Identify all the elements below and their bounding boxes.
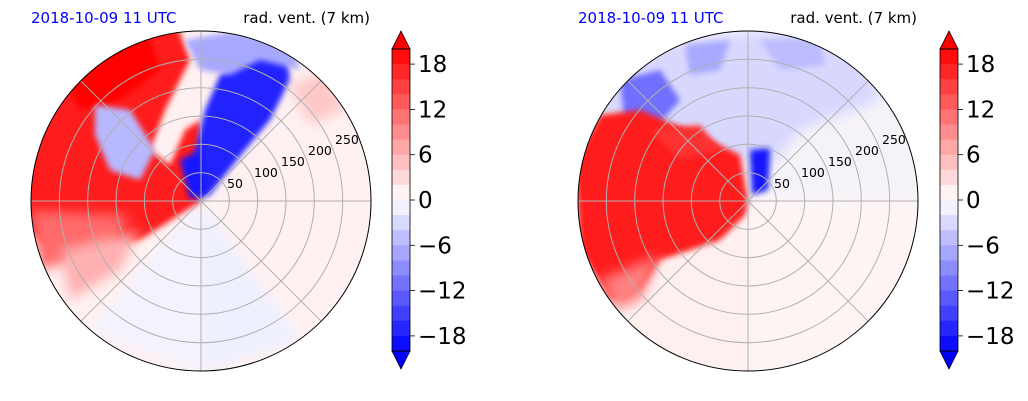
left-panel: 2018-10-09 11 UTC rad. vent. (7 km) [30,9,467,372]
colorbar-band [940,154,958,171]
colorbar-band [940,230,958,246]
radial-label-200: 200 [308,143,332,158]
colorbar-tick-label: −12 [418,279,467,305]
left-title-variable: rad. vent. (7 km) [243,9,370,27]
colorbar-band [940,335,958,352]
colorbar-extend-max [391,30,411,50]
colorbar-band [940,124,958,141]
colorbar-band [940,169,958,186]
radial-label-150: 150 [281,154,305,169]
left-colorbar: 18 12 6 0 −6 −12 −18 [391,30,467,370]
radial-label-200: 200 [855,143,879,158]
colorbar-band [392,260,410,276]
colorbar-band [940,290,958,307]
colorbar-band [392,94,410,110]
colorbar-tick-label: 18 [418,52,447,78]
colorbar-tick-label: 12 [966,97,995,123]
colorbar-tick-label: 12 [418,97,447,123]
left-title-time: 2018-10-09 11 UTC [31,9,177,27]
colorbar-band [392,49,410,65]
colorbar-tick-label: −12 [966,279,1015,305]
right-panel: 2018-10-09 11 UTC rad. vent. (7 km) [577,9,1015,372]
colorbar-tick-label: −6 [418,233,452,259]
colorbar-band [940,200,958,216]
radial-label-150: 150 [828,154,852,169]
radial-label-50: 50 [774,176,790,191]
right-radial-labels: 50 100 150 200 250 [774,132,906,191]
colorbar-band [940,275,958,292]
colorbar-tick-label: −6 [966,233,1000,259]
colorbar-tick-label: 6 [966,143,981,169]
radial-label-50: 50 [227,176,243,191]
colorbar-band [940,320,958,337]
radial-label-250: 250 [335,132,359,147]
colorbar-band [392,230,410,246]
colorbar-band [940,245,958,261]
right-title-time: 2018-10-09 11 UTC [578,9,724,27]
colorbar-extend-min [391,350,411,370]
colorbar-band [392,320,410,337]
colorbar-tick-label: 0 [966,188,981,214]
colorbar-band [392,200,410,216]
colorbar-extend-min [939,350,959,370]
colorbar-band [940,49,958,65]
colorbar-band [940,109,958,125]
colorbar-band [392,109,410,125]
colorbar-tick-label: 0 [418,188,433,214]
colorbar-band [392,335,410,352]
colorbar-band [940,139,958,156]
colorbar-band [392,184,410,201]
colorbar-band [392,154,410,171]
colorbar-band [940,94,958,110]
left-polar-frame [30,30,372,372]
right-colorbar: 18 12 6 0 −6 −12 −18 [939,30,1015,370]
colorbar-tick-label: 18 [966,52,995,78]
radial-label-100: 100 [801,165,825,180]
right-title-variable: rad. vent. (7 km) [790,9,917,27]
colorbar-band [940,79,958,95]
colorbar-band [392,169,410,186]
colorbar-band [940,64,958,80]
colorbar-band [392,79,410,95]
colorbar-tick-label: −18 [418,324,467,350]
colorbar-band [392,305,410,322]
colorbar-band [392,124,410,141]
colorbar-tick-label: 6 [418,143,433,169]
left-radial-labels: 50 100 150 200 250 [227,132,359,191]
colorbar-band [392,215,410,231]
colorbar-band [940,305,958,322]
colorbar-band [940,184,958,201]
colorbar-band [392,139,410,156]
colorbar-band [940,215,958,231]
radial-label-250: 250 [882,132,906,147]
colorbar-band [392,245,410,261]
colorbar-band [392,290,410,307]
right-polar-frame [577,30,919,372]
radial-label-100: 100 [254,165,278,180]
right-polar-grid [578,31,918,371]
left-polar-grid [31,31,371,371]
colorbar-extend-max [939,30,959,50]
colorbar-band [392,64,410,80]
colorbar-tick-label: −18 [966,324,1015,350]
colorbar-band [392,275,410,292]
colorbar-band [940,260,958,276]
